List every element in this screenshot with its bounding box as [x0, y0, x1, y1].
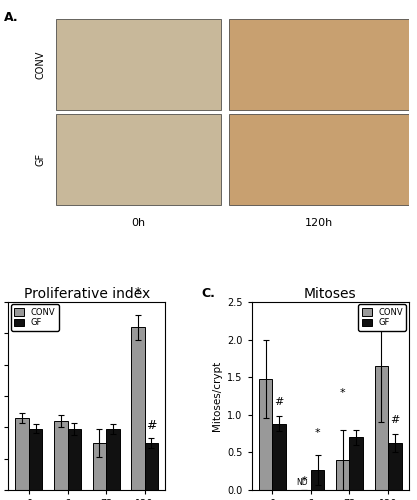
- FancyBboxPatch shape: [56, 20, 221, 110]
- Text: GF: GF: [35, 154, 45, 166]
- Text: 120h: 120h: [304, 218, 333, 228]
- Bar: [259, 378, 272, 490]
- Bar: [349, 438, 363, 490]
- Bar: [54, 421, 68, 490]
- Bar: [311, 470, 324, 490]
- Text: CONV: CONV: [35, 50, 45, 79]
- Bar: [29, 428, 43, 490]
- Bar: [15, 418, 29, 490]
- Bar: [272, 424, 286, 490]
- FancyBboxPatch shape: [229, 20, 409, 110]
- Bar: [68, 429, 81, 490]
- Text: *: *: [301, 476, 307, 486]
- Text: C.: C.: [201, 287, 215, 300]
- Bar: [131, 327, 145, 490]
- Text: *: *: [315, 428, 320, 438]
- Legend: CONV, GF: CONV, GF: [358, 304, 406, 331]
- Text: *: *: [340, 388, 346, 398]
- Text: #: #: [146, 418, 157, 432]
- Bar: [93, 443, 106, 490]
- Bar: [145, 443, 158, 490]
- Bar: [106, 428, 120, 490]
- Y-axis label: Mitoses/crypt: Mitoses/crypt: [211, 361, 221, 431]
- Text: A.: A.: [4, 10, 19, 24]
- Bar: [388, 444, 402, 490]
- Text: ND: ND: [296, 478, 308, 487]
- Text: *: *: [135, 286, 141, 299]
- Text: #: #: [390, 416, 399, 426]
- FancyBboxPatch shape: [56, 114, 221, 206]
- Legend: CONV, GF: CONV, GF: [11, 304, 59, 331]
- Bar: [374, 366, 388, 490]
- Text: 0h: 0h: [131, 218, 146, 228]
- Text: #: #: [274, 398, 284, 407]
- Title: Proliferative index: Proliferative index: [24, 287, 150, 301]
- FancyBboxPatch shape: [229, 114, 409, 206]
- Title: Mitoses: Mitoses: [304, 287, 357, 301]
- Bar: [336, 460, 349, 490]
